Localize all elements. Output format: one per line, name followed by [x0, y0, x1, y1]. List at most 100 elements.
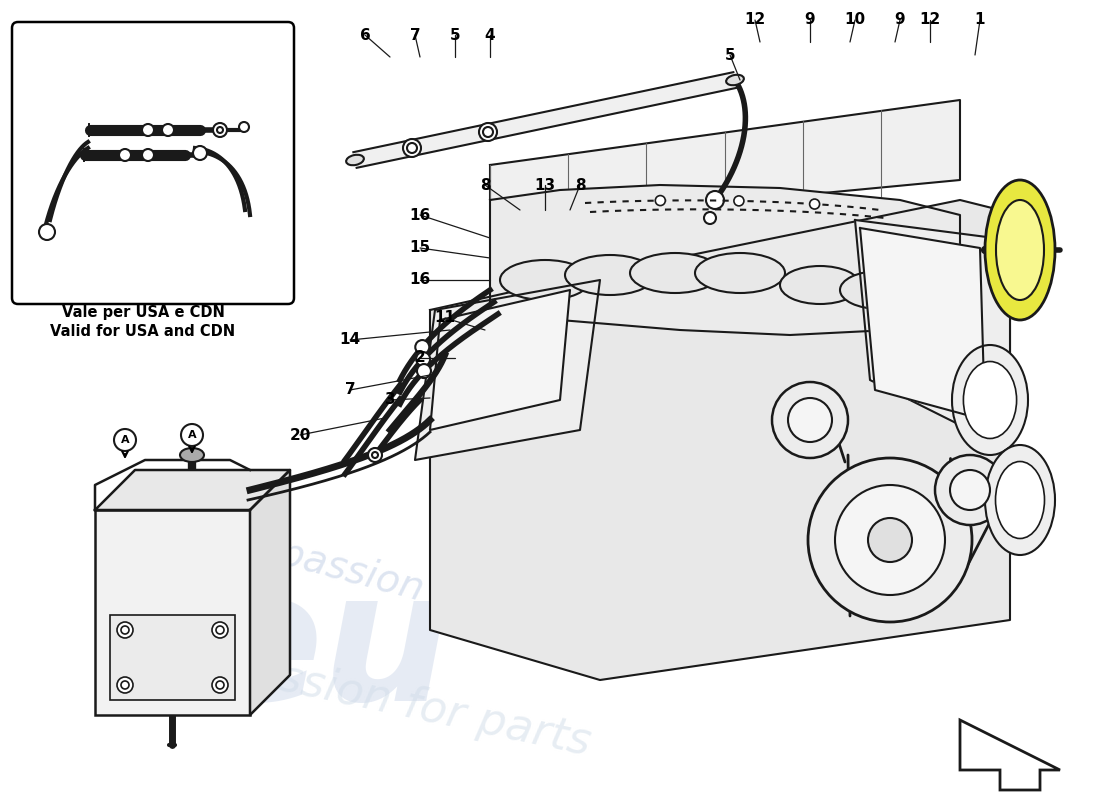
Circle shape	[142, 149, 154, 161]
Circle shape	[212, 622, 228, 638]
Circle shape	[213, 123, 227, 137]
Circle shape	[935, 455, 1005, 525]
Polygon shape	[430, 290, 570, 430]
Text: 8: 8	[574, 178, 585, 193]
Circle shape	[119, 149, 131, 161]
Text: 12: 12	[745, 13, 766, 27]
Text: 16: 16	[409, 207, 430, 222]
Ellipse shape	[500, 260, 590, 300]
Circle shape	[212, 677, 228, 693]
Ellipse shape	[952, 345, 1028, 455]
Text: 14: 14	[340, 333, 361, 347]
Text: 10: 10	[845, 13, 866, 27]
Circle shape	[117, 622, 133, 638]
Polygon shape	[353, 72, 737, 168]
Text: eu: eu	[200, 562, 451, 738]
Circle shape	[868, 518, 912, 562]
Circle shape	[121, 681, 129, 689]
Polygon shape	[95, 470, 290, 510]
Text: 13: 13	[535, 178, 556, 193]
Ellipse shape	[346, 154, 364, 166]
Circle shape	[734, 196, 744, 206]
Polygon shape	[860, 228, 984, 420]
Circle shape	[417, 364, 431, 378]
Text: 18: 18	[18, 53, 38, 67]
Circle shape	[810, 199, 820, 209]
Circle shape	[704, 212, 716, 224]
Text: 16: 16	[409, 273, 430, 287]
Circle shape	[372, 452, 378, 458]
Text: 19: 19	[205, 50, 225, 66]
Text: 12: 12	[920, 13, 940, 27]
Circle shape	[403, 139, 421, 157]
Bar	[95, 510, 250, 715]
Circle shape	[788, 398, 832, 442]
Polygon shape	[250, 470, 290, 715]
Circle shape	[772, 382, 848, 458]
Circle shape	[182, 424, 204, 446]
Circle shape	[142, 124, 154, 136]
Circle shape	[483, 127, 493, 137]
Text: 9: 9	[894, 13, 905, 27]
Circle shape	[416, 340, 429, 354]
Circle shape	[117, 677, 133, 693]
Circle shape	[162, 124, 174, 136]
Ellipse shape	[984, 445, 1055, 555]
Ellipse shape	[695, 253, 785, 293]
Circle shape	[706, 191, 724, 209]
Text: Valid for USA and CDN: Valid for USA and CDN	[51, 325, 235, 339]
Text: 7: 7	[344, 382, 355, 398]
Ellipse shape	[984, 180, 1055, 320]
Circle shape	[217, 127, 223, 133]
Circle shape	[656, 195, 666, 206]
Circle shape	[39, 224, 55, 240]
Circle shape	[950, 470, 990, 510]
Text: 11: 11	[434, 310, 455, 326]
Text: 15: 15	[409, 241, 430, 255]
Polygon shape	[960, 720, 1060, 790]
Text: 1: 1	[975, 13, 986, 27]
Text: 3: 3	[385, 393, 395, 407]
Circle shape	[416, 352, 430, 366]
Ellipse shape	[996, 200, 1044, 300]
Circle shape	[114, 429, 136, 451]
Text: 5: 5	[450, 27, 460, 42]
Circle shape	[121, 626, 129, 634]
Text: a passion for parts: a passion for parts	[240, 525, 600, 655]
Circle shape	[216, 681, 224, 689]
Text: 5: 5	[725, 47, 735, 62]
Ellipse shape	[180, 448, 204, 462]
Text: 8: 8	[480, 178, 491, 193]
Text: 20: 20	[289, 427, 310, 442]
Polygon shape	[490, 185, 960, 335]
Text: 17: 17	[130, 50, 151, 66]
Polygon shape	[430, 200, 1010, 680]
Bar	[110, 615, 235, 700]
Ellipse shape	[726, 74, 744, 86]
Polygon shape	[855, 220, 1010, 450]
Text: A: A	[121, 435, 130, 445]
Polygon shape	[415, 280, 600, 460]
FancyBboxPatch shape	[12, 22, 294, 304]
Ellipse shape	[996, 462, 1045, 538]
Text: 6: 6	[360, 27, 371, 42]
Text: Vale per USA e CDN: Vale per USA e CDN	[62, 305, 224, 319]
Text: 9: 9	[805, 13, 815, 27]
Circle shape	[239, 122, 249, 132]
Circle shape	[407, 143, 417, 153]
Circle shape	[808, 458, 972, 622]
Ellipse shape	[840, 271, 920, 309]
Ellipse shape	[565, 255, 654, 295]
Circle shape	[368, 448, 382, 462]
Text: 2: 2	[415, 350, 426, 366]
Circle shape	[835, 485, 945, 595]
Text: 7: 7	[409, 27, 420, 42]
Circle shape	[192, 146, 207, 160]
Ellipse shape	[780, 266, 860, 304]
Text: A: A	[188, 430, 196, 440]
Ellipse shape	[880, 281, 960, 319]
Ellipse shape	[630, 253, 720, 293]
Ellipse shape	[964, 362, 1016, 438]
Polygon shape	[490, 100, 960, 200]
Circle shape	[478, 123, 497, 141]
